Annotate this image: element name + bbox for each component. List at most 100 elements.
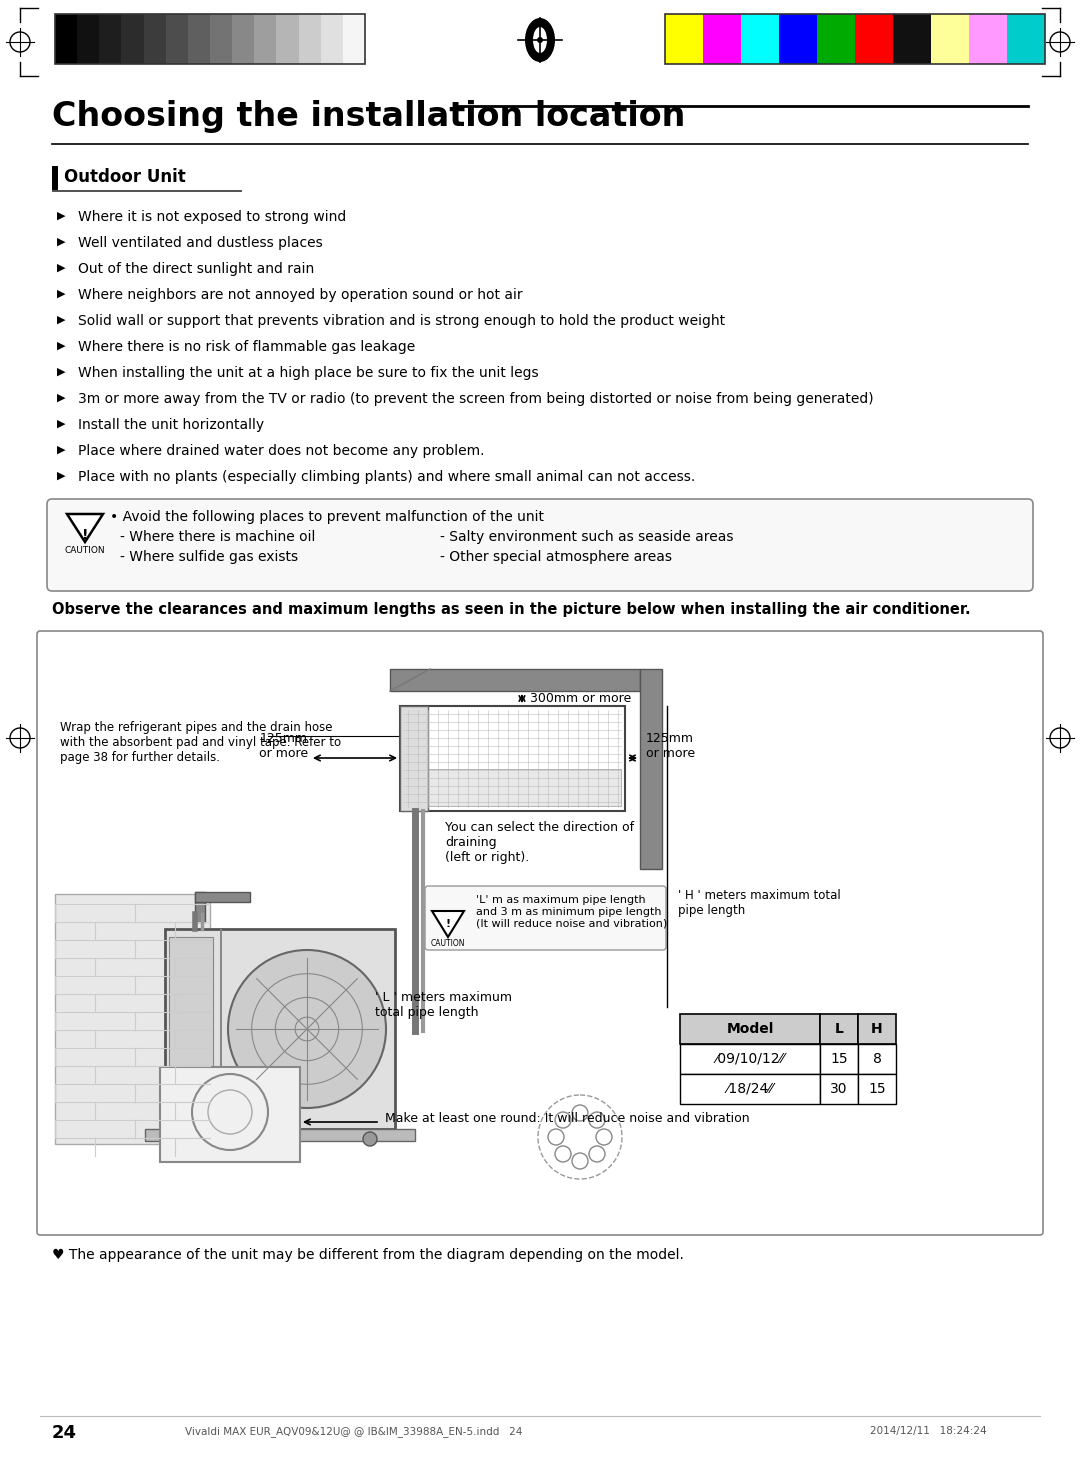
Text: Solid wall or support that prevents vibration and is strong enough to hold the p: Solid wall or support that prevents vibr… [78,314,725,328]
Text: Install the unit horizontally: Install the unit horizontally [78,418,265,432]
Text: ⁄09/10/12⁄⁄: ⁄09/10/12⁄⁄ [715,1052,785,1066]
Circle shape [548,1129,564,1145]
Text: ▶: ▶ [57,263,66,273]
Bar [99,13,121,63]
FancyBboxPatch shape [48,499,1032,590]
Text: ' H ' meters maximum total
pipe length: ' H ' meters maximum total pipe length [678,889,840,917]
Text: Where neighbors are not annoyed by operation sound or hot air: Where neighbors are not annoyed by opera… [78,288,523,303]
Bar [820,1075,858,1104]
FancyBboxPatch shape [37,632,1043,1235]
Bar [858,1044,896,1075]
Bar [680,1075,820,1104]
Bar [816,13,855,63]
Text: !: ! [82,528,89,542]
Bar [858,1075,896,1104]
Ellipse shape [525,18,555,62]
Text: Outdoor Unit: Outdoor Unit [64,168,186,186]
Text: 15: 15 [868,1082,886,1097]
Bar [298,13,321,63]
Bar [160,1067,300,1162]
Bar [168,937,213,1120]
Bar [342,13,365,63]
Text: ▶: ▶ [57,289,66,300]
FancyBboxPatch shape [426,886,666,951]
Bar [121,13,144,63]
Text: ♥ The appearance of the unit may be different from the diagram depending on the : ♥ The appearance of the unit may be diff… [52,1249,684,1262]
Ellipse shape [534,27,546,53]
Polygon shape [432,911,464,937]
Circle shape [589,1145,605,1162]
Bar [321,13,342,63]
Circle shape [596,1129,612,1145]
Text: L: L [835,1021,843,1036]
Bar [254,13,276,63]
Text: ' L ' meters maximum
total pipe length: ' L ' meters maximum total pipe length [375,990,512,1018]
Circle shape [589,1111,605,1128]
Text: 2014/12/11   18:24:24: 2014/12/11 18:24:24 [870,1426,987,1436]
Text: ▶: ▶ [57,368,66,376]
Text: ▶: ▶ [57,393,66,403]
Text: - Other special atmosphere areas: - Other special atmosphere areas [440,551,672,564]
Text: Choosing the installation location: Choosing the installation location [52,100,686,133]
Bar [220,928,222,1129]
Bar [55,13,365,63]
Text: Place where drained water does not become any problem.: Place where drained water does not becom… [78,444,485,458]
Bar [77,13,99,63]
Bar [144,13,165,63]
Bar [390,669,640,691]
Text: 8: 8 [873,1052,881,1066]
Bar [52,190,242,192]
Text: - Where sulfide gas exists: - Where sulfide gas exists [120,551,298,564]
Bar [400,706,625,810]
Text: 24: 24 [52,1424,77,1442]
Bar [640,669,662,869]
Text: 125mm
or more: 125mm or more [646,732,696,760]
Text: CAUTION: CAUTION [65,546,106,555]
Bar [680,1044,820,1075]
Text: Vivaldi MAX EUR_AQV09&12U@ @ IB&IM_33988A_EN-5.indd   24: Vivaldi MAX EUR_AQV09&12U@ @ IB&IM_33988… [185,1426,523,1438]
Text: Where there is no risk of flammable gas leakage: Where there is no risk of flammable gas … [78,339,415,354]
Bar [820,1044,858,1075]
Bar [55,894,210,1144]
Text: ▶: ▶ [57,444,66,455]
Circle shape [572,1106,588,1120]
Text: • Avoid the following places to prevent malfunction of the unit: • Avoid the following places to prevent … [110,511,544,524]
Circle shape [173,1132,187,1145]
Text: You can select the direction of
draining
(left or right).: You can select the direction of draining… [445,821,634,863]
Bar [680,1014,820,1044]
Text: ⁄18/24⁄⁄: ⁄18/24⁄⁄ [727,1082,773,1097]
Text: - Where there is machine oil: - Where there is machine oil [120,530,315,545]
Bar [232,13,254,63]
Circle shape [572,1153,588,1169]
Bar [703,13,741,63]
Text: 125mm
or more: 125mm or more [259,732,308,760]
Text: ▶: ▶ [57,211,66,221]
Bar [165,928,395,1129]
Text: 15: 15 [831,1052,848,1066]
Circle shape [228,951,386,1108]
Text: Place with no plants (especially climbing plants) and where small animal can not: Place with no plants (especially climbin… [78,469,696,484]
Bar [858,1014,896,1044]
Text: ▶: ▶ [57,314,66,325]
Text: When installing the unit at a high place be sure to fix the unit legs: When installing the unit at a high place… [78,366,539,379]
Text: !: ! [445,920,450,928]
Bar [210,13,232,63]
Text: 30: 30 [831,1082,848,1097]
Polygon shape [67,514,103,542]
Text: 'L' m as maximum pipe length
and 3 m as minimum pipe length
(It will reduce nois: 'L' m as maximum pipe length and 3 m as … [476,894,667,928]
Bar [779,13,816,63]
Bar [404,769,621,806]
Bar [665,13,1045,63]
Text: 3m or more away from the TV or radio (to prevent the screen from being distorted: 3m or more away from the TV or radio (to… [78,393,874,406]
Bar [195,892,205,922]
Bar [1007,13,1045,63]
Circle shape [555,1111,571,1128]
Text: CAUTION: CAUTION [431,939,465,948]
Circle shape [537,37,543,43]
Bar [52,165,58,190]
Bar [145,1129,415,1141]
Text: ▶: ▶ [57,341,66,351]
Bar [969,13,1007,63]
Text: 300mm or more: 300mm or more [530,692,631,706]
Text: Model: Model [727,1021,773,1036]
